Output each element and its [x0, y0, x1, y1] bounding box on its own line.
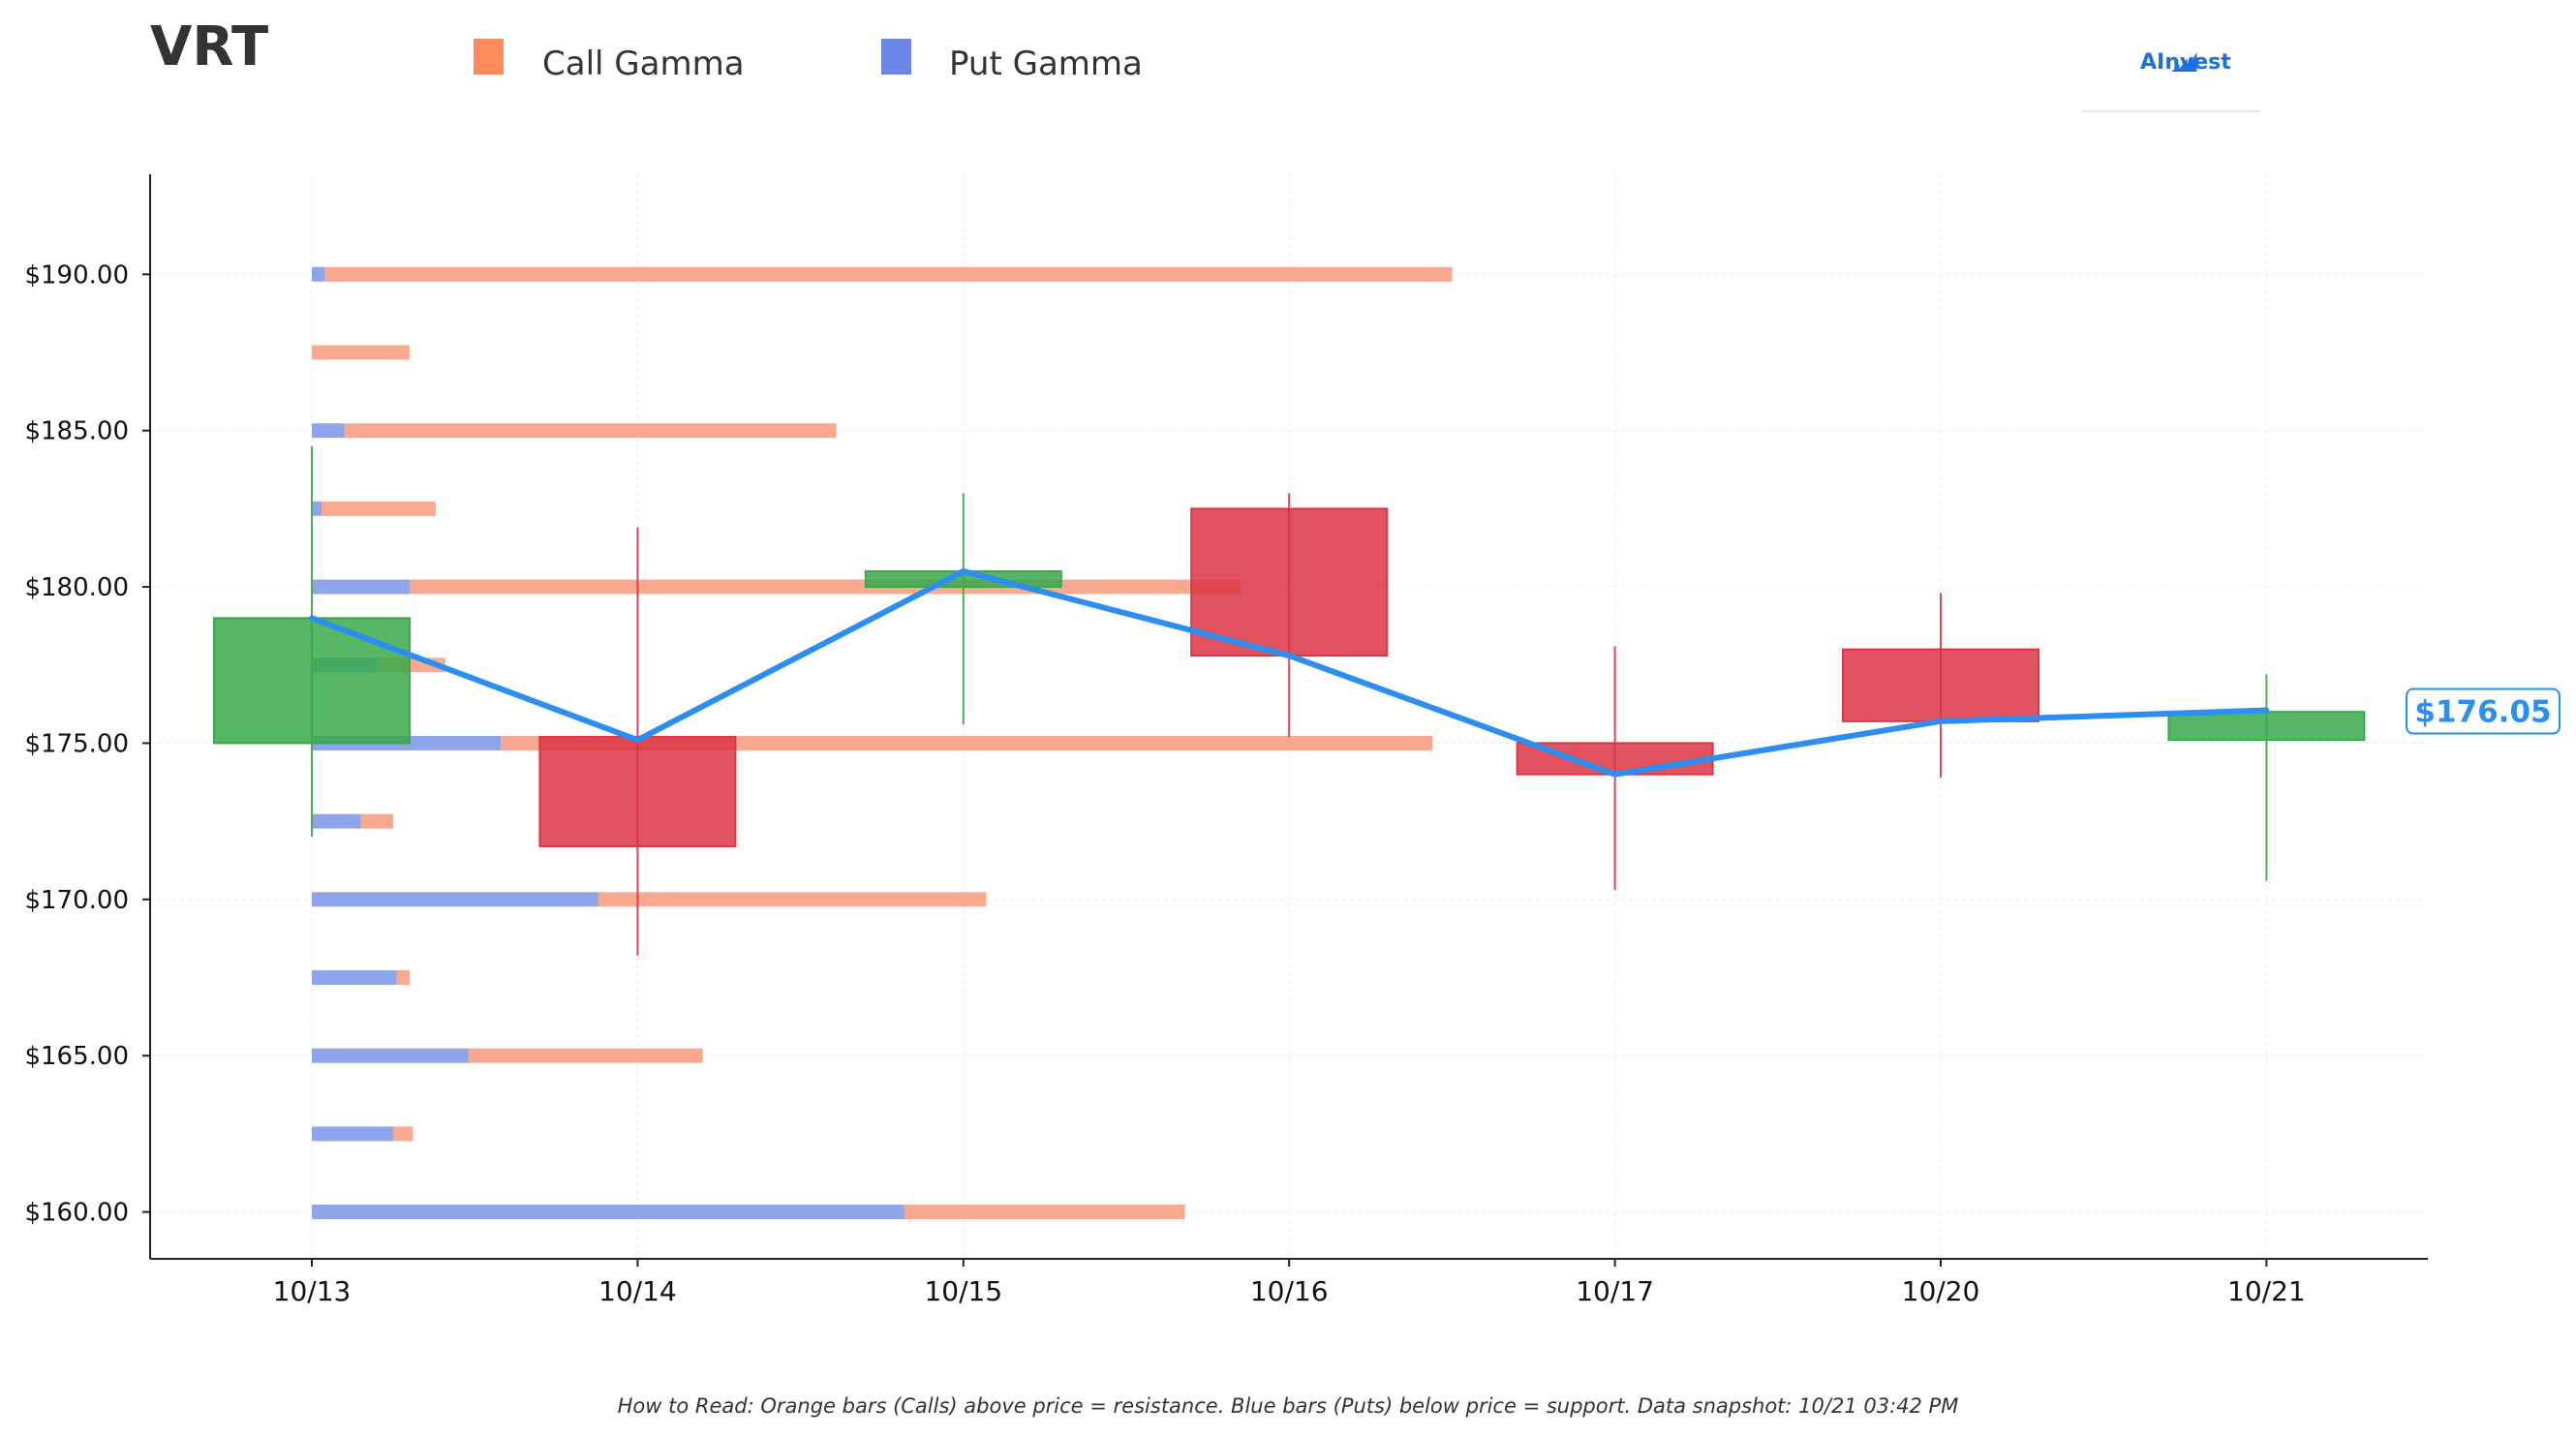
put-gamma-legend-swatch	[881, 39, 911, 75]
call-gamma-bar	[393, 1126, 414, 1142]
put-gamma-bar	[312, 1205, 905, 1220]
call-gamma-bar	[396, 970, 410, 986]
call-gamma-bar	[360, 813, 394, 829]
x-tick-label: 10/13	[273, 1275, 352, 1307]
last-price-label: $176.05	[2414, 695, 2551, 730]
logo-underline	[2082, 110, 2260, 112]
gamma-bars-layer	[312, 266, 1453, 1220]
call-gamma-bar	[409, 579, 1241, 595]
y-tick-label: $175.00	[24, 729, 129, 758]
candle-body	[1842, 648, 2039, 722]
call-gamma-bar	[322, 501, 436, 516]
call-gamma-bar	[468, 1048, 703, 1063]
put-gamma-bar	[312, 1048, 469, 1063]
candle-body	[2167, 711, 2366, 742]
call-gamma-legend-swatch	[474, 39, 504, 75]
ainvest-logo-icon	[2171, 52, 2197, 72]
put-gamma-bar	[312, 813, 361, 829]
tick-labels-layer: $176.05 $160.00 $165.00 $170.00 $175.00 $180.…	[24, 260, 2561, 1307]
ainvest-logo-text: AInvest	[2140, 50, 2231, 75]
y-tick-label: $180.00	[24, 573, 129, 602]
put-gamma-legend-label: Put Gamma	[949, 45, 1143, 83]
price-line	[309, 567, 2270, 778]
x-tick-label: 10/16	[1250, 1275, 1329, 1307]
put-gamma-bar	[312, 1126, 394, 1142]
call-gamma-legend-label: Call Gamma	[542, 45, 745, 83]
candles-layer	[213, 445, 2366, 956]
candle-body	[213, 617, 411, 745]
put-gamma-bar	[312, 501, 322, 516]
call-gamma-bar	[905, 1205, 1185, 1220]
x-tick-label: 10/21	[2227, 1275, 2306, 1307]
x-tick-label: 10/17	[1576, 1275, 1654, 1307]
last-price-tag	[2406, 688, 2561, 735]
candle-body	[538, 735, 737, 847]
call-gamma-bar	[312, 345, 410, 360]
ticker-title: VRT	[150, 15, 269, 78]
x-tick-label: 10/15	[924, 1275, 1002, 1307]
y-tick-label: $190.00	[24, 260, 129, 290]
put-gamma-bar	[312, 970, 397, 986]
put-gamma-bar	[312, 579, 410, 595]
price-line-layer	[309, 567, 2270, 778]
y-tick-label: $165.00	[24, 1042, 129, 1071]
candle-body	[1190, 507, 1389, 657]
y-tick-label: $160.00	[24, 1199, 129, 1228]
how-to-read-footnote: How to Read: Orange bars (Calls) above p…	[617, 1394, 1959, 1418]
y-tick-label: $170.00	[24, 886, 129, 915]
call-gamma-bar	[344, 423, 837, 439]
y-tick-label: $185.00	[24, 417, 129, 446]
put-gamma-bar	[312, 892, 599, 907]
call-gamma-bar	[324, 266, 1453, 282]
call-gamma-bar	[598, 892, 987, 907]
put-gamma-bar	[312, 423, 345, 439]
x-tick-label: 10/14	[598, 1275, 677, 1307]
axes-layer	[142, 174, 2428, 1267]
x-tick-label: 10/20	[1902, 1275, 1980, 1307]
put-gamma-bar	[312, 266, 325, 282]
